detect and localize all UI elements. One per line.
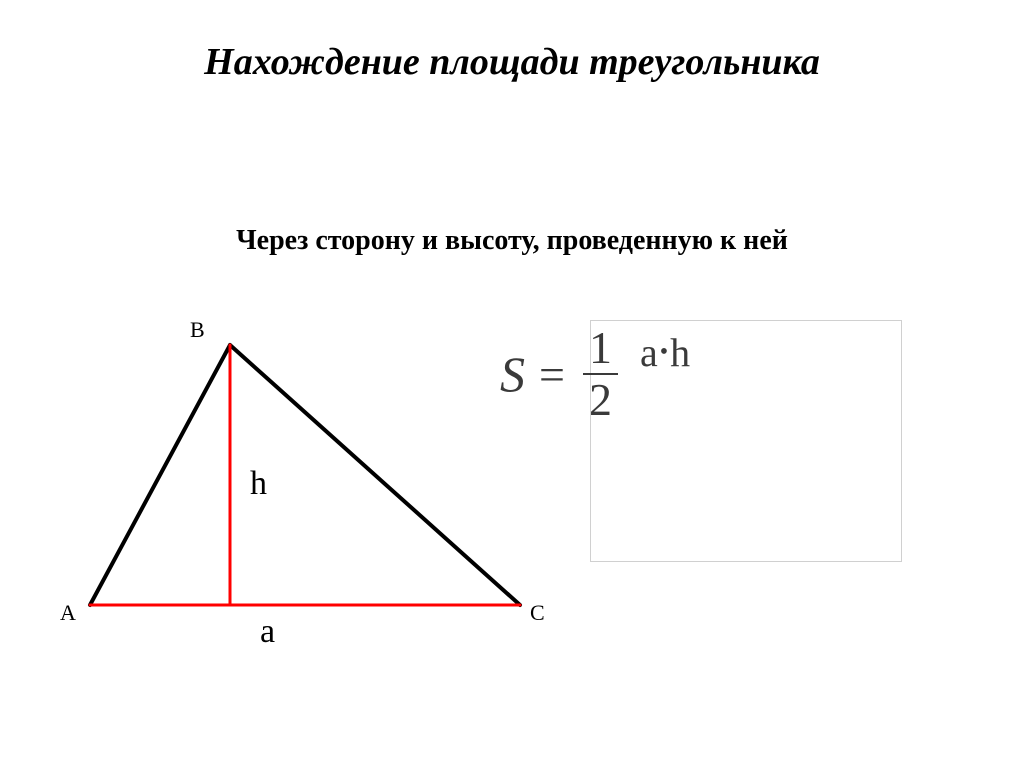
area-formula: S = 1 2 a•h	[500, 325, 690, 423]
triangle-svg	[40, 305, 540, 665]
formula-area: S = 1 2 a•h	[500, 310, 930, 580]
formula-s: S	[500, 345, 525, 403]
formula-denominator: 2	[583, 375, 618, 423]
vertex-a-label: A	[60, 600, 76, 626]
base-label: a	[260, 613, 275, 651]
page-title: Нахождение площади треугольника	[0, 40, 1024, 84]
page-subtitle: Через сторону и высоту, проведенную к не…	[0, 225, 1024, 257]
formula-ah: a•h	[640, 329, 690, 376]
formula-eq: =	[539, 348, 565, 401]
vertex-c-label: C	[530, 600, 545, 626]
vertex-b-label: B	[190, 317, 205, 343]
formula-a: a	[640, 330, 658, 375]
side-ab	[90, 345, 230, 605]
formula-numerator: 1	[583, 325, 618, 373]
side-bc	[230, 345, 520, 605]
formula-h: h	[670, 330, 690, 375]
triangle-diagram: B A C h a	[40, 305, 540, 665]
height-label: h	[250, 465, 267, 503]
formula-dot: •	[658, 339, 670, 365]
formula-fraction: 1 2	[583, 325, 618, 423]
